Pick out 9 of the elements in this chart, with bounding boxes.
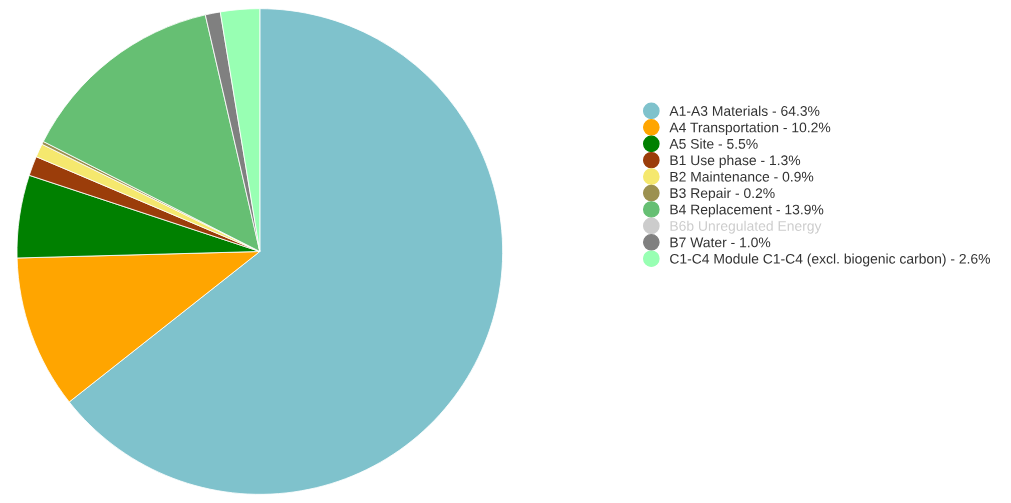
- legend-label: C1-C4 Module C1-C4 (excl. biogenic carbon) - 2.6%: [670, 253, 991, 267]
- legend-label: A1-A3 Materials - 64.3%: [669, 105, 820, 116]
- legend-label: A4 Transportation - 10.2%: [669, 122, 831, 136]
- legend-label: B1 Use phase - 1.3%: [670, 155, 801, 168]
- legend-label: B7 Water - 1.0%: [670, 237, 771, 248]
- legend-label: B4 Replacement - 13.9%: [670, 204, 824, 218]
- legend-label: A5 Site - 5.5%: [669, 138, 758, 149]
- legend-label: B2 Maintenance - 0.9%: [670, 171, 814, 182]
- legend-label: B3 Repair - 0.2%: [670, 187, 775, 201]
